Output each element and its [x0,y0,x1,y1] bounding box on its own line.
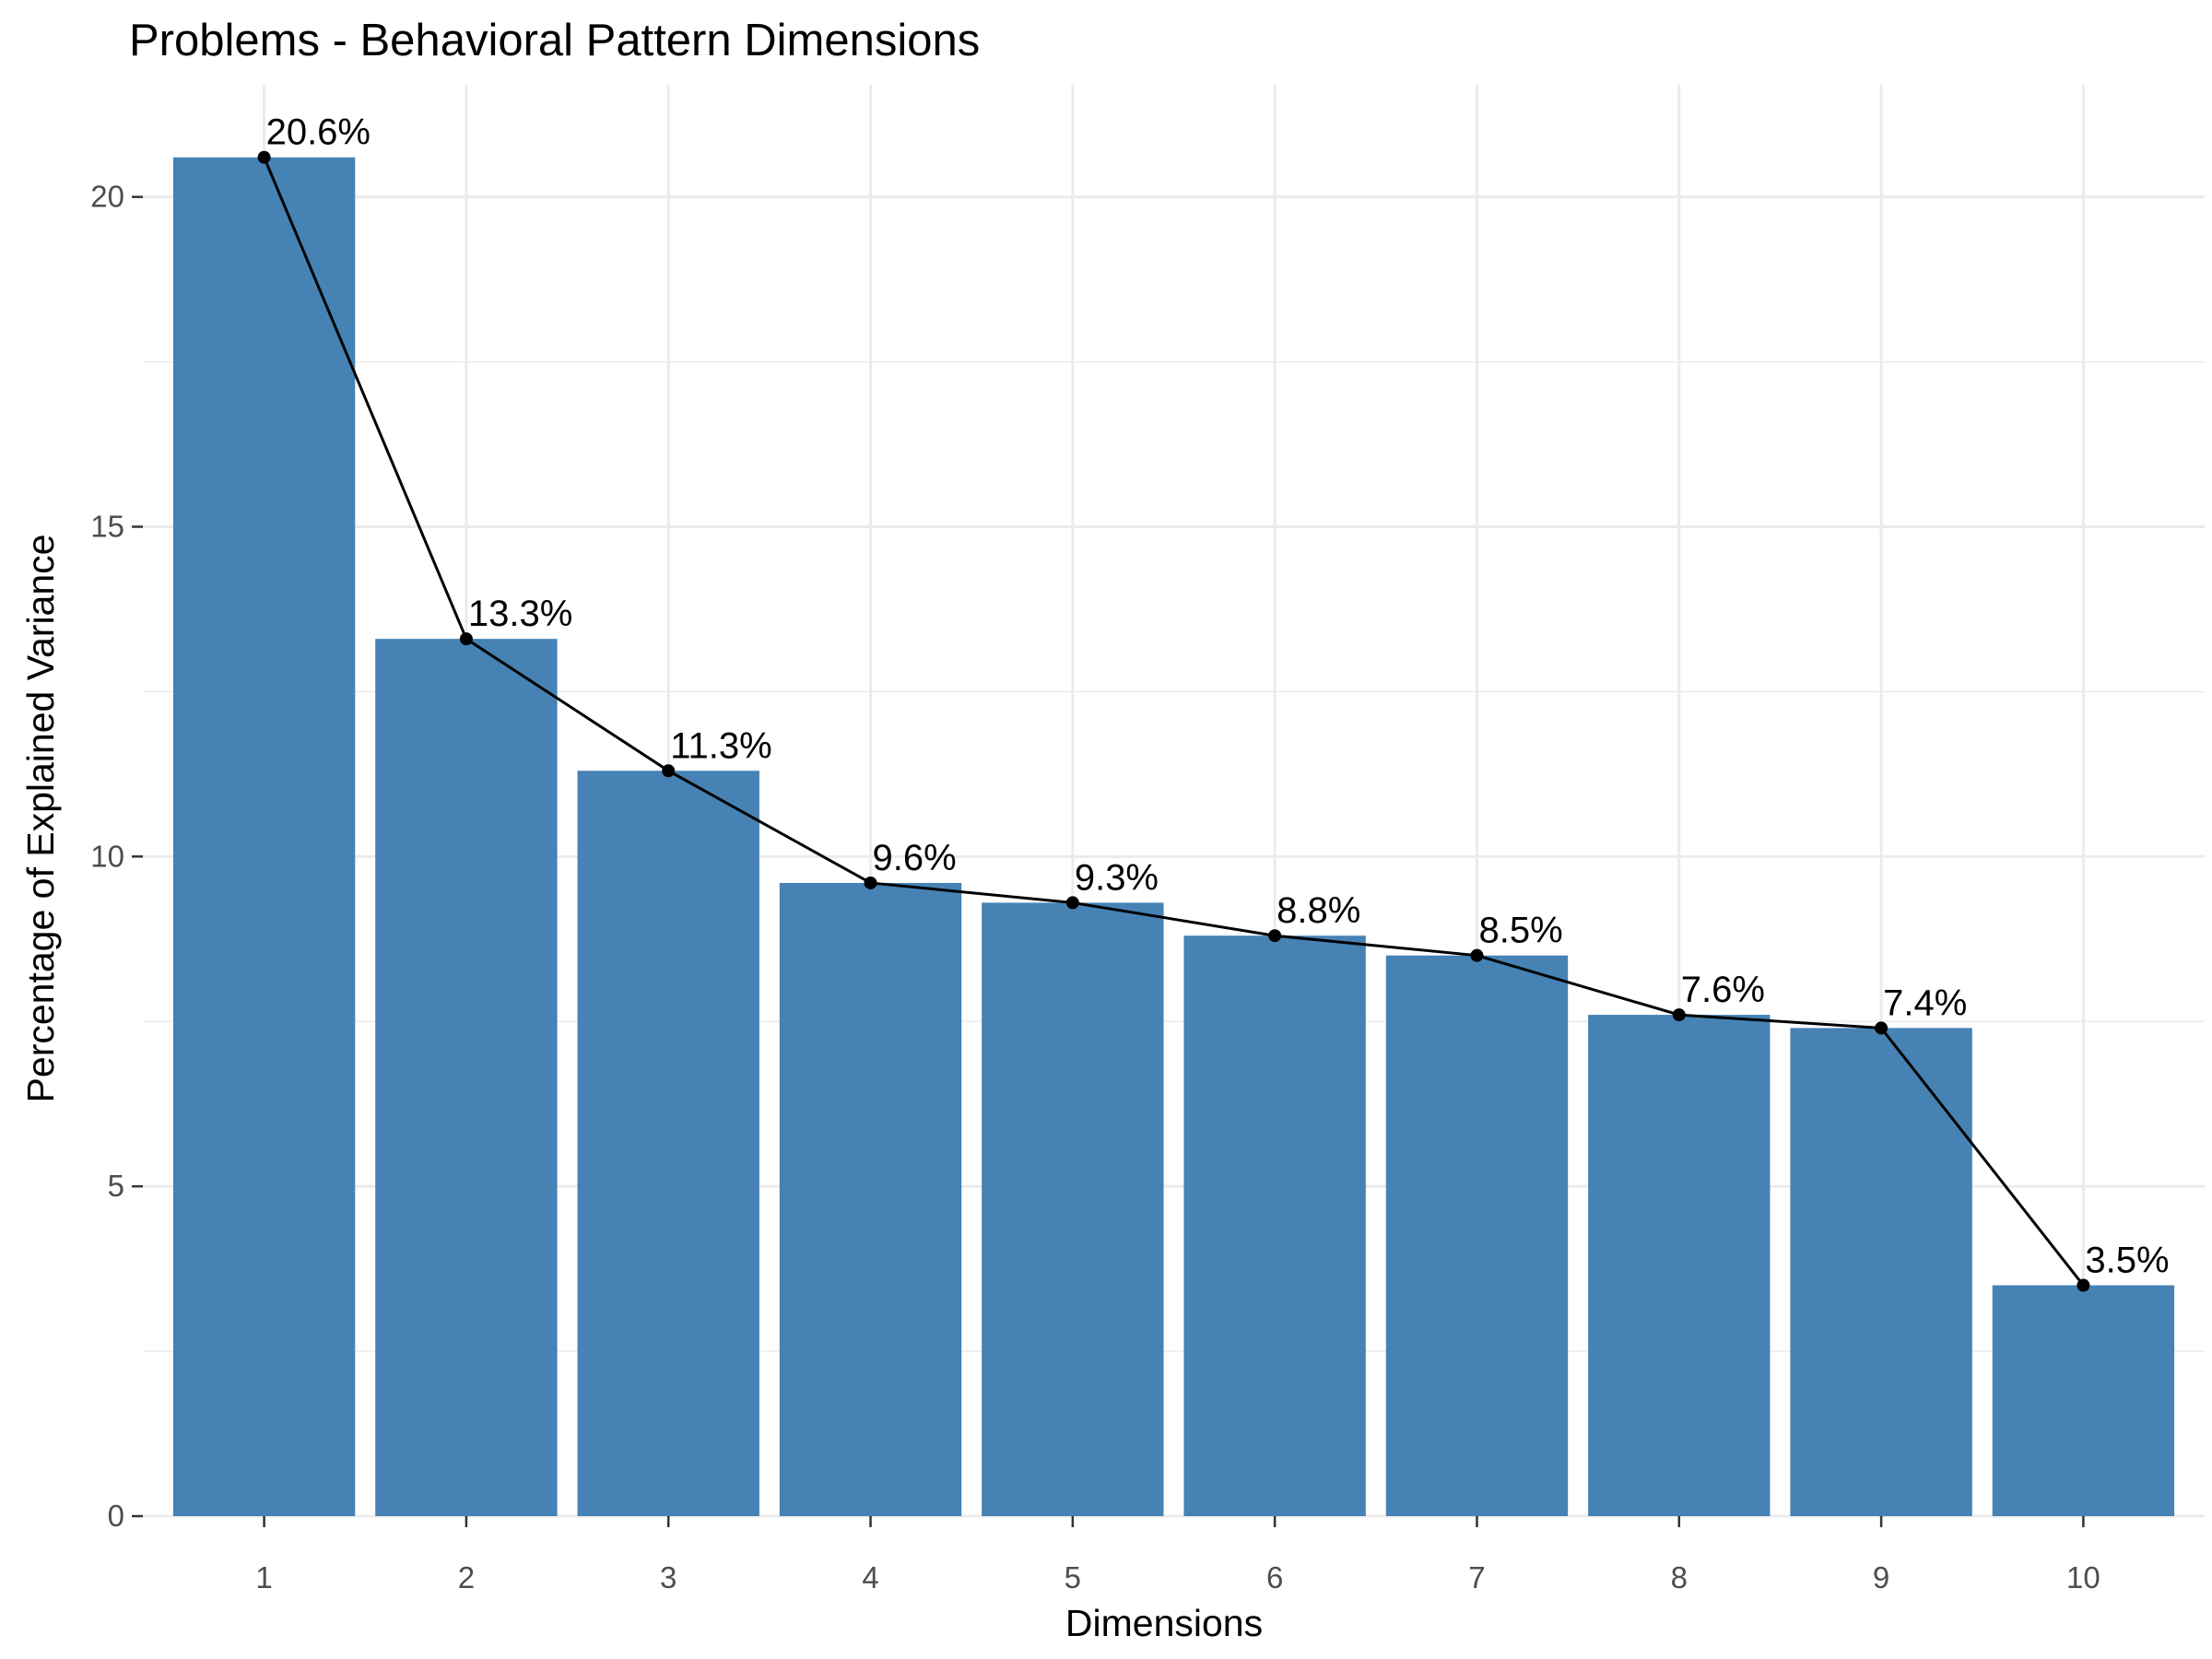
bar-dimension-8 [1588,1015,1771,1516]
data-label-9: 7.4% [1883,982,1967,1023]
y-tick-label: 5 [108,1169,124,1203]
x-tick-label: 8 [1671,1560,1688,1594]
bars [172,157,2175,1516]
bar-dimension-7 [1385,955,1569,1516]
data-label-2: 13.3% [468,594,572,634]
bar-dimension-3 [577,771,759,1516]
x-tick-label: 10 [2066,1560,2100,1594]
data-label-7: 8.5% [1478,911,1562,951]
variance-point-1 [257,150,271,164]
bar-dimension-4 [779,882,962,1516]
data-labels: 20.6% 13.3% 11.3% 9.6% 9.3% 8.8% 8.5% 7.6% 7.4% 3… [266,112,2170,1281]
data-label-10: 3.5% [2085,1241,2169,1281]
x-tick-label: 6 [1266,1560,1283,1594]
variance-point-3 [662,764,676,778]
y-tick-label: 15 [90,509,124,543]
bar-dimension-10 [1992,1285,2175,1516]
data-label-4: 9.6% [873,838,957,878]
variance-point-4 [864,876,877,889]
data-label-5: 9.3% [1075,857,1159,898]
bar-dimension-5 [982,902,1164,1516]
x-tick-label: 3 [660,1560,677,1594]
y-tick-label: 0 [108,1499,124,1533]
bar-dimension-9 [1790,1028,1972,1516]
x-tick-label: 9 [1873,1560,1889,1594]
x-tick-label: 2 [458,1560,475,1594]
variance-point-10 [2077,1278,2090,1292]
variance-line [257,150,2090,1292]
x-tick-label: 7 [1468,1560,1485,1594]
bar-dimension-6 [1183,935,1366,1516]
data-label-6: 8.8% [1277,890,1360,931]
data-label-1: 20.6% [266,112,371,153]
variance-point-9 [1875,1021,1888,1035]
variance-point-6 [1268,929,1282,943]
x-tick-label: 1 [255,1560,272,1594]
y-tick-label: 10 [90,839,124,873]
variance-point-8 [1672,1008,1686,1022]
data-label-3: 11.3% [670,725,771,766]
variance-point-5 [1065,896,1079,910]
variance-point-7 [1470,948,1484,962]
bar-dimension-1 [172,157,356,1516]
y-tick-label: 20 [90,180,124,214]
x-tick-label: 4 [862,1560,878,1594]
chart-title: Problems - Behavioral Pattern Dimensions [129,16,980,65]
data-label-8: 7.6% [1681,970,1765,1010]
x-tick-label: 5 [1065,1560,1081,1594]
y-axis-title: Percentage of Explained Variance [19,535,62,1103]
variance-point-2 [459,632,473,646]
variance-polyline [263,157,2085,1287]
axes: 0 5 10 15 20 1 2 3 4 5 6 7 8 9 10 [90,180,2100,1594]
bar-dimension-2 [375,639,558,1516]
x-axis-title: Dimensions [1065,1602,1263,1644]
